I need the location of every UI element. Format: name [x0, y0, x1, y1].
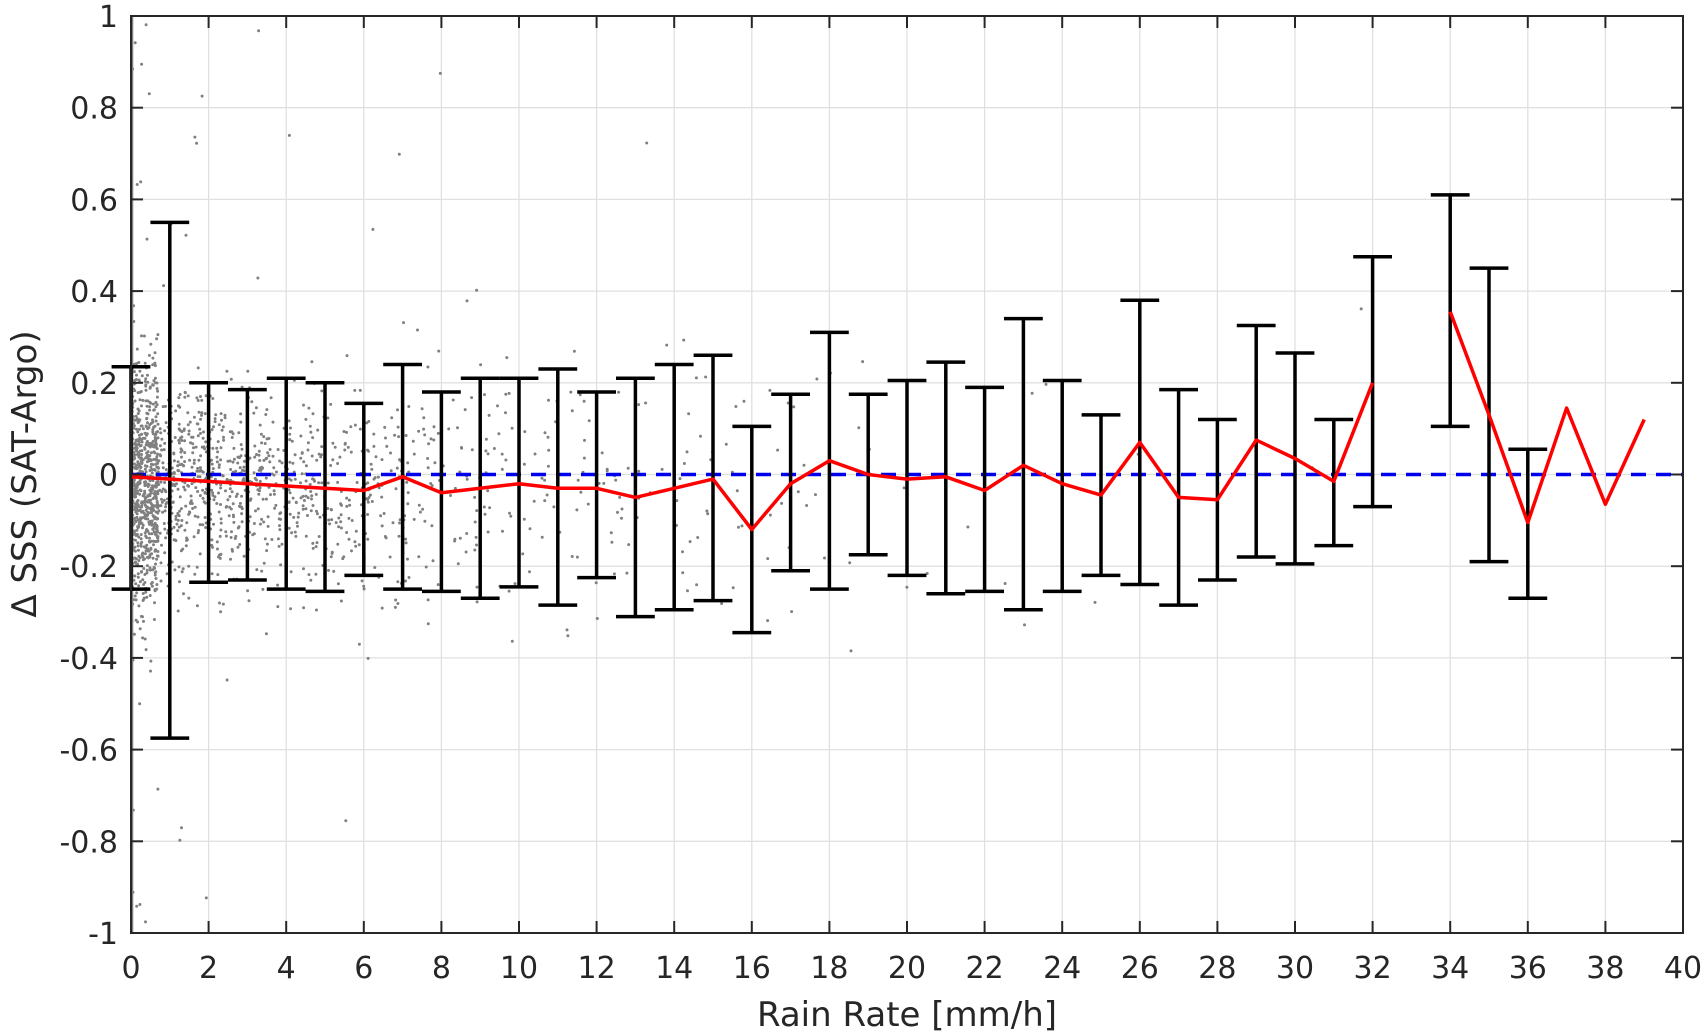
y-tick-label: 0.6	[70, 183, 118, 218]
x-tick-label: 24	[1043, 951, 1081, 986]
x-tick-label: 4	[277, 951, 296, 986]
mean-line-path	[130, 311, 1646, 532]
scatter-cloud	[129, 23, 1363, 924]
y-tick-label: 0.2	[70, 367, 118, 402]
x-tick-label: 30	[1276, 951, 1314, 986]
x-tick-label: 26	[1121, 951, 1159, 986]
x-tick-label: 22	[966, 951, 1004, 986]
error-bar	[1353, 254, 1392, 509]
y-tick-label: -0.8	[59, 825, 118, 860]
x-tick-label: 28	[1198, 951, 1236, 986]
y-axis-label: Δ SSS (SAT-Argo)	[5, 330, 45, 617]
x-tick-label: 12	[578, 951, 616, 986]
x-tick-label: 0	[121, 951, 140, 986]
x-tick-label: 38	[1586, 951, 1624, 986]
y-axis: 1 0.8 0.6 0.4 0.2 0 -0.2 -0.4 -0.6 -0.8 -1	[59, 0, 1683, 952]
x-axis-label: Rain Rate [mm/h]	[757, 995, 1057, 1035]
y-tick-label: 0	[99, 459, 118, 494]
error-bar	[577, 390, 616, 580]
y-tick-label: 0.8	[70, 92, 118, 127]
y-tick-label: -0.4	[59, 642, 118, 677]
x-tick-label: 20	[888, 951, 926, 986]
x-tick-label: 40	[1664, 951, 1702, 986]
x-tick-label: 36	[1509, 951, 1547, 986]
x-tick-label: 32	[1354, 951, 1392, 986]
mean-line	[130, 311, 1646, 532]
x-axis: 0 2 4 6 8 10 12 14 16 18 20 22 24 26 28 30 32 34 36 38 40	[121, 16, 1702, 986]
x-tick-label: 2	[199, 951, 218, 986]
x-tick-label: 16	[733, 951, 771, 986]
y-tick-label: -1	[88, 917, 118, 952]
x-tick-label: 10	[500, 951, 538, 986]
error-bar	[266, 376, 306, 591]
error-bar	[1430, 193, 1470, 429]
error-bar	[1042, 378, 1082, 594]
x-tick-label: 18	[810, 951, 848, 986]
x-tick-label: 14	[655, 951, 693, 986]
y-tick-label: 0.4	[70, 275, 118, 310]
y-tick-label: -0.6	[59, 734, 118, 769]
y-tick-label: 1	[99, 0, 118, 35]
x-tick-label: 8	[432, 951, 451, 986]
x-tick-label: 6	[354, 951, 373, 986]
x-tick-label: 34	[1431, 951, 1469, 986]
y-tick-label: -0.2	[59, 550, 118, 585]
